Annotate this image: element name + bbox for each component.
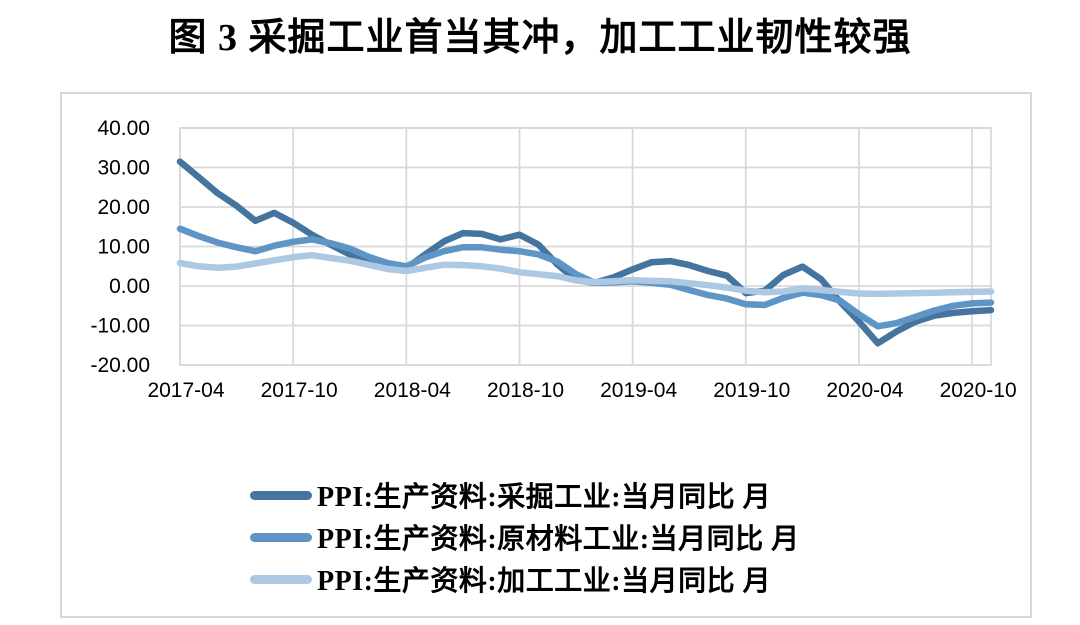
legend-item-2: PPI:生产资料:加工工业:当月同比 月 bbox=[250, 558, 800, 600]
x-axis-tick-label: 2018-10 bbox=[487, 379, 564, 402]
x-axis-tick-label: 2017-10 bbox=[261, 379, 338, 402]
chart-frame: 40.00 30.00 20.00 10.00 0.00 -10.00 -20.00 2017… bbox=[60, 92, 1032, 618]
x-axis-tick-label: 2018-04 bbox=[374, 379, 451, 402]
x-axis-tick-label: 2020-04 bbox=[826, 379, 903, 402]
y-axis-tick-label: 20.00 bbox=[97, 196, 150, 219]
legend: PPI:生产资料:采掘工业:当月同比 月 PPI:生产资料:原材料工业:当月同比 … bbox=[250, 474, 800, 600]
chart-title: 图 3 采掘工业首当其冲，加工工业韧性较强 bbox=[168, 17, 912, 59]
legend-label: PPI:生产资料:采掘工业:当月同比 月 bbox=[317, 482, 772, 513]
legend-label: PPI:生产资料:加工工业:当月同比 月 bbox=[317, 566, 772, 597]
y-axis-tick-label: 30.00 bbox=[97, 157, 150, 180]
x-axis-tick-label: 2019-04 bbox=[600, 379, 677, 402]
series-line-0 bbox=[176, 158, 995, 347]
y-axis-tick-label: -20.00 bbox=[90, 354, 150, 377]
series-line-1 bbox=[176, 225, 995, 330]
x-axis-tick-label: 2017-04 bbox=[147, 379, 224, 402]
x-axis-tick-label: 2019-10 bbox=[713, 379, 790, 402]
legend-swatch bbox=[250, 574, 312, 584]
legend-swatch bbox=[250, 532, 312, 542]
y-axis-tick-label: -10.00 bbox=[90, 315, 150, 338]
x-axis-tick-label: 2020-10 bbox=[940, 379, 1017, 402]
chart-svg: 40.0030.0020.0010.000.00-10.00-20.002017… bbox=[90, 117, 1017, 402]
legend-swatch bbox=[250, 490, 312, 500]
y-axis-tick-label: 0.00 bbox=[109, 275, 150, 298]
legend-item-0: PPI:生产资料:采掘工业:当月同比 月 bbox=[250, 474, 800, 516]
plot-area-border bbox=[179, 127, 992, 366]
y-axis-tick-label: 40.00 bbox=[97, 117, 150, 140]
y-axis-tick-label: 10.00 bbox=[97, 236, 150, 259]
series-line-2 bbox=[176, 251, 995, 298]
legend-item-1: PPI:生产资料:原材料工业:当月同比 月 bbox=[250, 516, 800, 558]
legend-label: PPI:生产资料:原材料工业:当月同比 月 bbox=[317, 524, 800, 555]
